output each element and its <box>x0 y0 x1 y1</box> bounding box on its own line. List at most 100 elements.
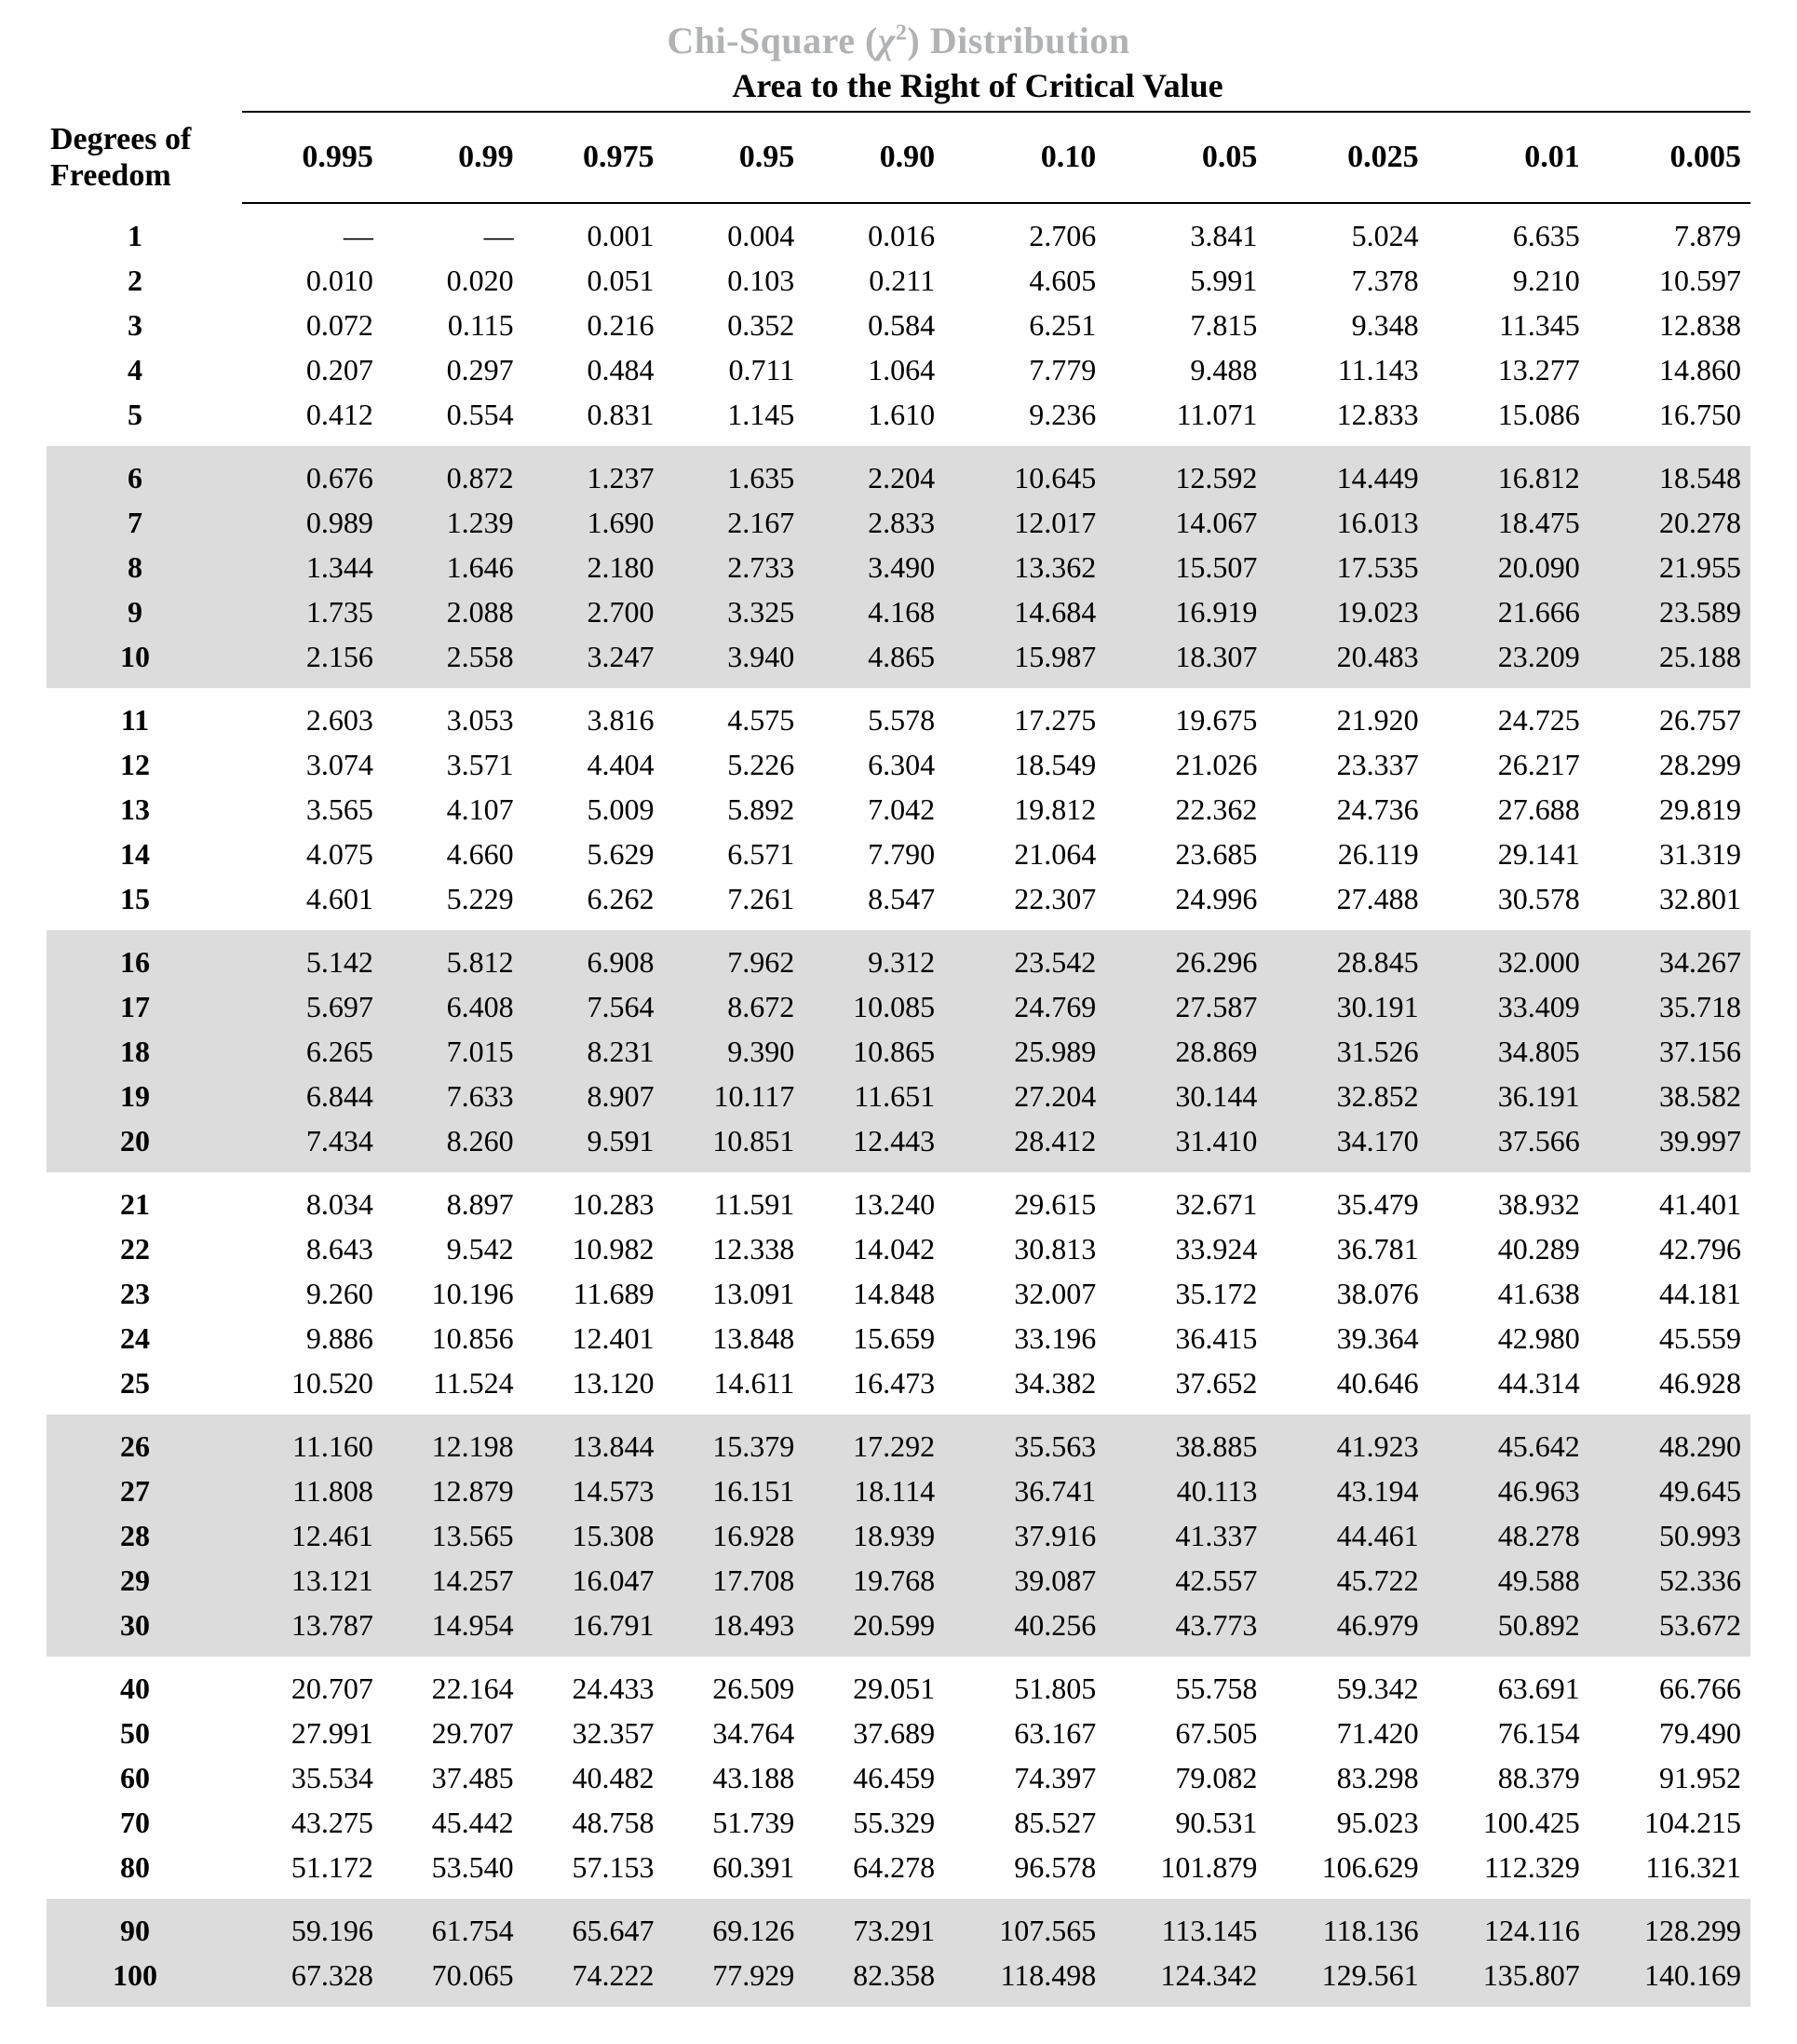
value-cell: 12.592 <box>1105 446 1266 500</box>
value-cell: 11.071 <box>1105 392 1266 446</box>
value-cell: 8.260 <box>383 1118 523 1172</box>
value-cell: 5.009 <box>523 787 664 832</box>
value-cell: 91.952 <box>1589 1755 1750 1800</box>
value-cell: 5.142 <box>242 930 383 984</box>
value-cell: 35.534 <box>242 1755 383 1800</box>
value-cell: 12.443 <box>804 1118 944 1172</box>
value-cell: 140.169 <box>1589 1953 1750 2007</box>
value-cell: 41.638 <box>1428 1271 1589 1316</box>
value-cell: 4.107 <box>383 787 523 832</box>
value-cell: 0.484 <box>523 347 664 392</box>
value-cell: 11.689 <box>523 1271 664 1316</box>
value-cell: 1.064 <box>804 347 944 392</box>
table-row: 218.0348.89710.28311.59113.24029.61532.6… <box>47 1172 1750 1226</box>
value-cell: 40.482 <box>523 1755 664 1800</box>
value-cell: 96.578 <box>944 1845 1105 1899</box>
value-cell: 14.684 <box>944 589 1105 634</box>
value-cell: 7.962 <box>663 930 804 984</box>
value-cell: 13.362 <box>944 545 1105 589</box>
value-cell: 77.929 <box>663 1953 804 2007</box>
value-cell: 85.527 <box>944 1800 1105 1845</box>
value-cell: 10.085 <box>804 984 944 1029</box>
value-cell: 1.237 <box>523 446 664 500</box>
value-cell: 2.167 <box>663 500 804 545</box>
df-cell: 4 <box>47 347 242 392</box>
value-cell: 8.034 <box>242 1172 383 1226</box>
df-cell: 2 <box>47 258 242 303</box>
value-cell: 10.645 <box>944 446 1105 500</box>
value-cell: 53.540 <box>383 1845 523 1899</box>
df-cell: 100 <box>47 1953 242 2007</box>
value-cell: 26.296 <box>1105 930 1266 984</box>
value-cell: 25.989 <box>944 1029 1105 1074</box>
value-cell: 22.164 <box>383 1657 523 1711</box>
df-cell: 8 <box>47 545 242 589</box>
value-cell: 14.860 <box>1589 347 1750 392</box>
value-cell: 65.647 <box>523 1899 664 1953</box>
value-cell: 57.153 <box>523 1845 664 1899</box>
value-cell: 38.932 <box>1428 1172 1589 1226</box>
value-cell: 35.718 <box>1589 984 1750 1029</box>
value-cell: 14.042 <box>804 1226 944 1271</box>
value-cell: 32.671 <box>1105 1172 1266 1226</box>
value-cell: 52.336 <box>1589 1558 1750 1603</box>
value-cell: 7.378 <box>1266 258 1427 303</box>
value-cell: 4.575 <box>663 688 804 742</box>
value-cell: 10.865 <box>804 1029 944 1074</box>
value-cell: 95.023 <box>1266 1800 1427 1845</box>
value-cell: 55.329 <box>804 1800 944 1845</box>
value-cell: 7.015 <box>383 1029 523 1074</box>
value-cell: 48.290 <box>1589 1415 1750 1469</box>
value-cell: 10.117 <box>663 1074 804 1118</box>
value-cell: 27.688 <box>1428 787 1589 832</box>
value-cell: 20.278 <box>1589 500 1750 545</box>
table-row: 249.88610.85612.40113.84815.65933.19636.… <box>47 1316 1750 1360</box>
value-cell: 55.758 <box>1105 1657 1266 1711</box>
value-cell: 1.646 <box>383 545 523 589</box>
value-cell: 0.103 <box>663 258 804 303</box>
col-header: 0.995 <box>242 112 383 203</box>
value-cell: 28.412 <box>944 1118 1105 1172</box>
value-cell: 74.397 <box>944 1755 1105 1800</box>
value-cell: 124.342 <box>1105 1953 1266 2007</box>
value-cell: 39.997 <box>1589 1118 1750 1172</box>
df-header: Degrees of Freedom <box>47 112 242 203</box>
value-cell: 33.409 <box>1428 984 1589 1029</box>
value-cell: 6.844 <box>242 1074 383 1118</box>
value-cell: 39.087 <box>944 1558 1105 1603</box>
df-cell: 18 <box>47 1029 242 1074</box>
value-cell: 38.076 <box>1266 1271 1427 1316</box>
value-cell: 8.672 <box>663 984 804 1029</box>
table-row: 2711.80812.87914.57316.15118.11436.74140… <box>47 1469 1750 1513</box>
value-cell: 10.597 <box>1589 258 1750 303</box>
value-cell: 11.160 <box>242 1415 383 1469</box>
value-cell: 41.401 <box>1589 1172 1750 1226</box>
value-cell: 9.348 <box>1266 303 1427 347</box>
value-cell: 4.404 <box>523 742 664 787</box>
value-cell: 11.345 <box>1428 303 1589 347</box>
value-cell: 10.283 <box>523 1172 664 1226</box>
value-cell: 0.584 <box>804 303 944 347</box>
value-cell: 128.299 <box>1589 1899 1750 1953</box>
value-cell: 19.768 <box>804 1558 944 1603</box>
value-cell: 7.779 <box>944 347 1105 392</box>
df-header-line1: Degrees of <box>50 122 191 156</box>
col-header: 0.95 <box>663 112 804 203</box>
value-cell: 29.051 <box>804 1657 944 1711</box>
value-cell: 9.886 <box>242 1316 383 1360</box>
value-cell: 71.420 <box>1266 1711 1427 1755</box>
value-cell: 5.024 <box>1266 203 1427 258</box>
value-cell: 10.851 <box>663 1118 804 1172</box>
value-cell: 2.180 <box>523 545 664 589</box>
value-cell: 40.646 <box>1266 1360 1427 1415</box>
df-cell: 21 <box>47 1172 242 1226</box>
value-cell: 21.955 <box>1589 545 1750 589</box>
value-cell: 43.275 <box>242 1800 383 1845</box>
value-cell: 12.879 <box>383 1469 523 1513</box>
value-cell: 88.379 <box>1428 1755 1589 1800</box>
table-body: 1——0.0010.0040.0162.7063.8415.0246.6357.… <box>47 203 1750 2007</box>
value-cell: 7.815 <box>1105 303 1266 347</box>
value-cell: 124.116 <box>1428 1899 1589 1953</box>
table-row: 81.3441.6462.1802.7333.49013.36215.50717… <box>47 545 1750 589</box>
value-cell: 15.308 <box>523 1513 664 1558</box>
